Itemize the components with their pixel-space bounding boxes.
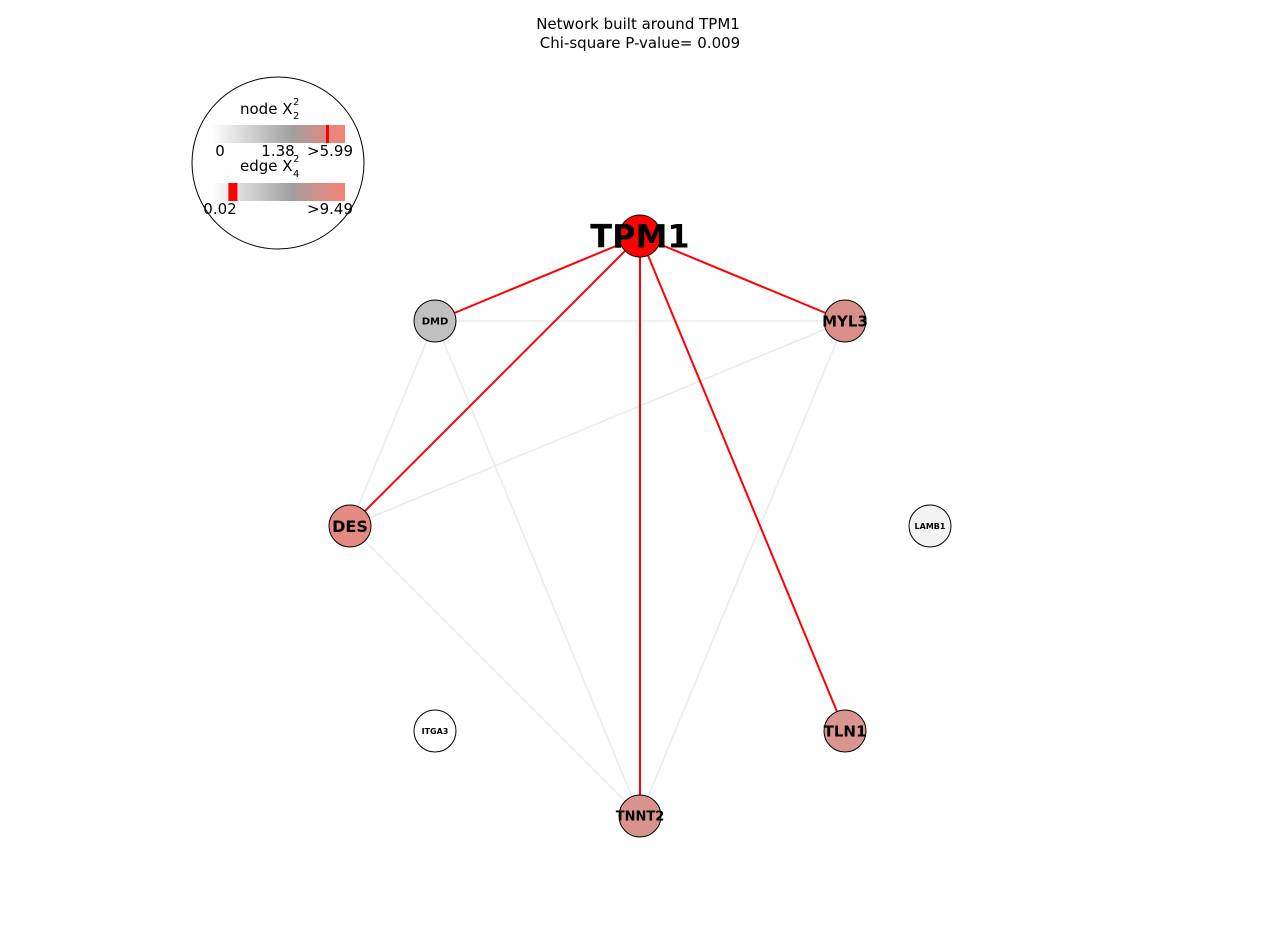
edge-tpm1-tln1 — [639, 235, 846, 732]
legend-edge-superscript: 2 — [293, 154, 299, 165]
figure-title-line2: Chi-square P-value= 0.009 — [540, 34, 740, 52]
node-circle-dmd[interactable] — [413, 299, 457, 343]
legend: node X 2 2 0 1.38 >5.99 edge X 2 4 0.02 … — [191, 76, 365, 250]
node-label-itga3: ITGA3 — [422, 727, 449, 736]
node-label-dmd: DMD — [422, 317, 449, 328]
edge-dmd-tnnt2 — [434, 320, 641, 817]
legend-edge-tick-min: 0.02 — [203, 200, 236, 218]
legend-node-marker — [326, 125, 329, 143]
node-label-tln1: TLN1 — [824, 722, 867, 740]
node-circle-tnnt2[interactable] — [618, 794, 662, 838]
legend-edge-subscript: 4 — [293, 169, 299, 180]
legend-node-gradient-bar — [212, 125, 345, 143]
legend-node-tick-min: 0 — [215, 142, 225, 160]
node-des[interactable]: DES — [328, 504, 372, 548]
edge-tpm1-myl3 — [639, 235, 846, 322]
node-tpm1[interactable]: TPM1 — [590, 214, 690, 258]
nodes-layer: TPM1 DMD MYL3 DES LAMB1 ITGA3 TLN1 TNNT2 — [328, 214, 952, 838]
node-lamb1[interactable]: LAMB1 — [908, 504, 952, 548]
node-circle-tpm1[interactable] — [618, 214, 662, 258]
legend-edge-tick-max: >9.49 — [307, 200, 353, 218]
edge-myl3-des — [349, 320, 846, 527]
node-tln1[interactable]: TLN1 — [823, 709, 867, 753]
node-circle-des[interactable] — [328, 504, 372, 548]
legend-edge-gradient-bar — [212, 183, 345, 201]
node-label-tnnt2: TNNT2 — [616, 810, 665, 825]
edges-layer — [349, 235, 846, 817]
figure-title-line1: Network built around TPM1 — [536, 15, 740, 33]
edge-tpm1-dmd — [434, 235, 641, 322]
legend-node-tick-max: >5.99 — [307, 142, 353, 160]
edge-des-tnnt2 — [349, 525, 641, 817]
edge-myl3-tnnt2 — [639, 320, 846, 817]
legend-node-subscript: 2 — [293, 111, 299, 122]
node-tnnt2[interactable]: TNNT2 — [616, 794, 665, 838]
node-circle-itga3[interactable] — [413, 709, 457, 753]
node-circle-tln1[interactable] — [823, 709, 867, 753]
node-circle-myl3[interactable] — [823, 299, 867, 343]
node-label-lamb1: LAMB1 — [915, 522, 946, 531]
node-dmd[interactable]: DMD — [413, 299, 457, 343]
node-label-tpm1: TPM1 — [590, 218, 689, 256]
legend-node-title: node X — [240, 100, 292, 118]
node-itga3[interactable]: ITGA3 — [413, 709, 457, 753]
node-label-des: DES — [332, 517, 368, 536]
legend-node-superscript: 2 — [293, 97, 299, 108]
legend-circle — [191, 76, 365, 250]
node-label-myl3: MYL3 — [822, 312, 868, 330]
edge-dmd-des — [349, 320, 436, 527]
edge-tpm1-des — [349, 235, 641, 527]
legend-edge-marker — [228, 183, 238, 201]
legend-edge-title: edge X — [240, 157, 293, 175]
node-circle-lamb1[interactable] — [908, 504, 952, 548]
legend-node-tick-mid: 1.38 — [261, 142, 294, 160]
node-myl3[interactable]: MYL3 — [822, 299, 868, 343]
